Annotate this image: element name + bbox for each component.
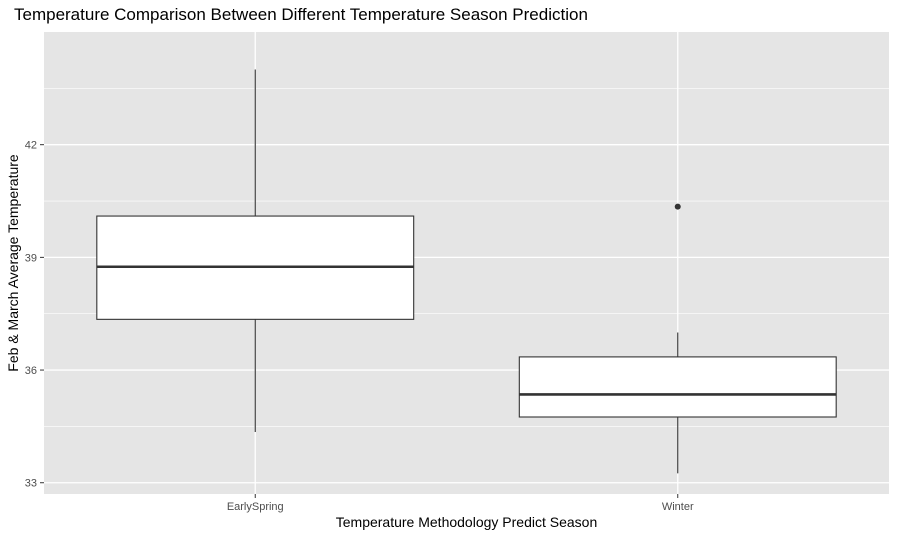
x-tick-label: EarlySpring — [227, 501, 284, 513]
y-axis-title: Feb & March Average Temperature — [5, 154, 21, 372]
y-tick-label: 33 — [25, 478, 37, 490]
x-axis-title: Temperature Methodology Predict Season — [336, 514, 597, 530]
axis-layer: 33 36 39 42 EarlySpring Winter — [25, 140, 694, 513]
y-tick-label: 36 — [25, 365, 37, 377]
box-winter — [518, 203, 837, 474]
chart-title: Temperature Comparison Between Different… — [14, 5, 588, 24]
y-tick-label: 39 — [25, 252, 37, 264]
y-tick-label: 42 — [25, 140, 37, 152]
outlier-point — [674, 203, 681, 210]
box-iqr — [518, 356, 837, 418]
box-earlyspring — [96, 69, 415, 433]
box-layer — [96, 69, 837, 474]
x-tick-label: Winter — [662, 501, 694, 513]
